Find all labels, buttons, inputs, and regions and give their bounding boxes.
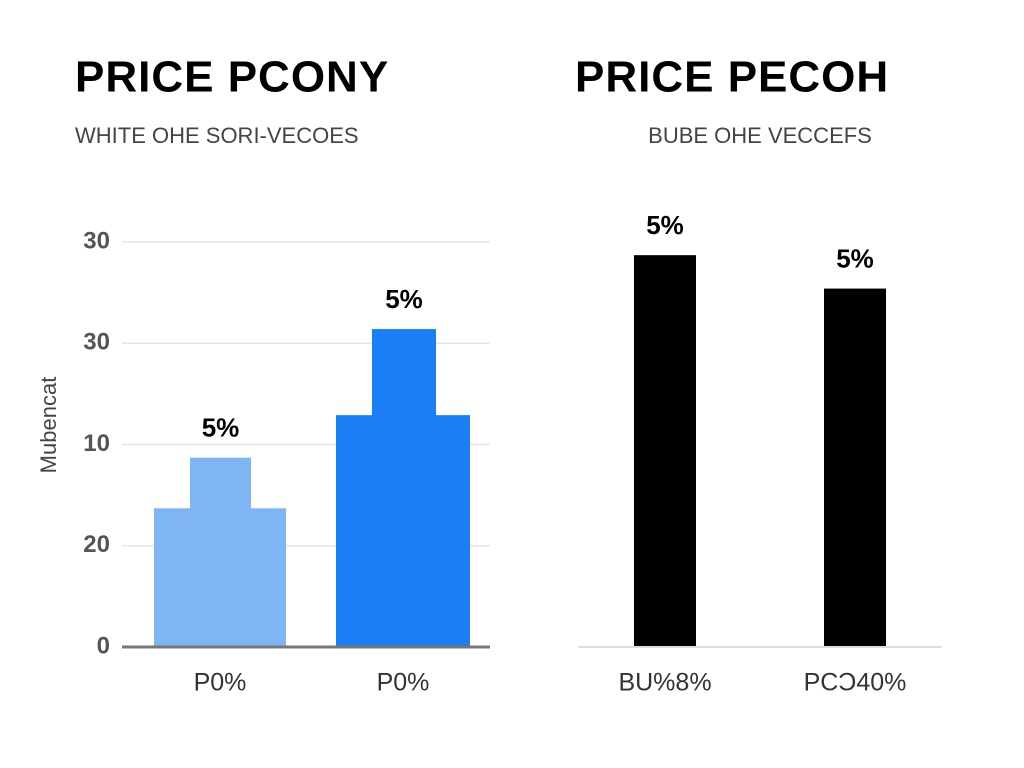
y-tick-label: 0 xyxy=(97,632,110,659)
bar xyxy=(824,288,886,647)
chart-subtitle: BUBE OHE VECCEFS xyxy=(648,123,872,148)
x-tick-label: BU%8% xyxy=(618,669,711,697)
x-tick-label: P0% xyxy=(377,669,430,697)
bar xyxy=(634,255,696,647)
y-tick-label: 20 xyxy=(83,531,110,558)
bar-top xyxy=(372,329,436,647)
bar-annotation: 5% xyxy=(202,413,240,443)
bar-annotation: 5% xyxy=(836,243,874,273)
chart-title: PRICE PECOH xyxy=(575,53,889,102)
y-tick-label: 30 xyxy=(83,227,110,254)
y-tick-label: 30 xyxy=(83,329,110,356)
chart-subtitle: WHITE OHE SORI-VECOES xyxy=(75,123,359,148)
bar-top xyxy=(190,457,251,647)
x-tick-label: PCƆ40% xyxy=(804,669,907,697)
y-axis-label: Mubencat xyxy=(36,377,61,474)
bar-annotation: 5% xyxy=(646,210,684,240)
y-tick-label: 10 xyxy=(83,430,110,457)
x-tick-label: P0% xyxy=(194,669,247,697)
bar-annotation: 5% xyxy=(385,284,423,314)
chart-title: PRICE PCONY xyxy=(75,53,389,102)
